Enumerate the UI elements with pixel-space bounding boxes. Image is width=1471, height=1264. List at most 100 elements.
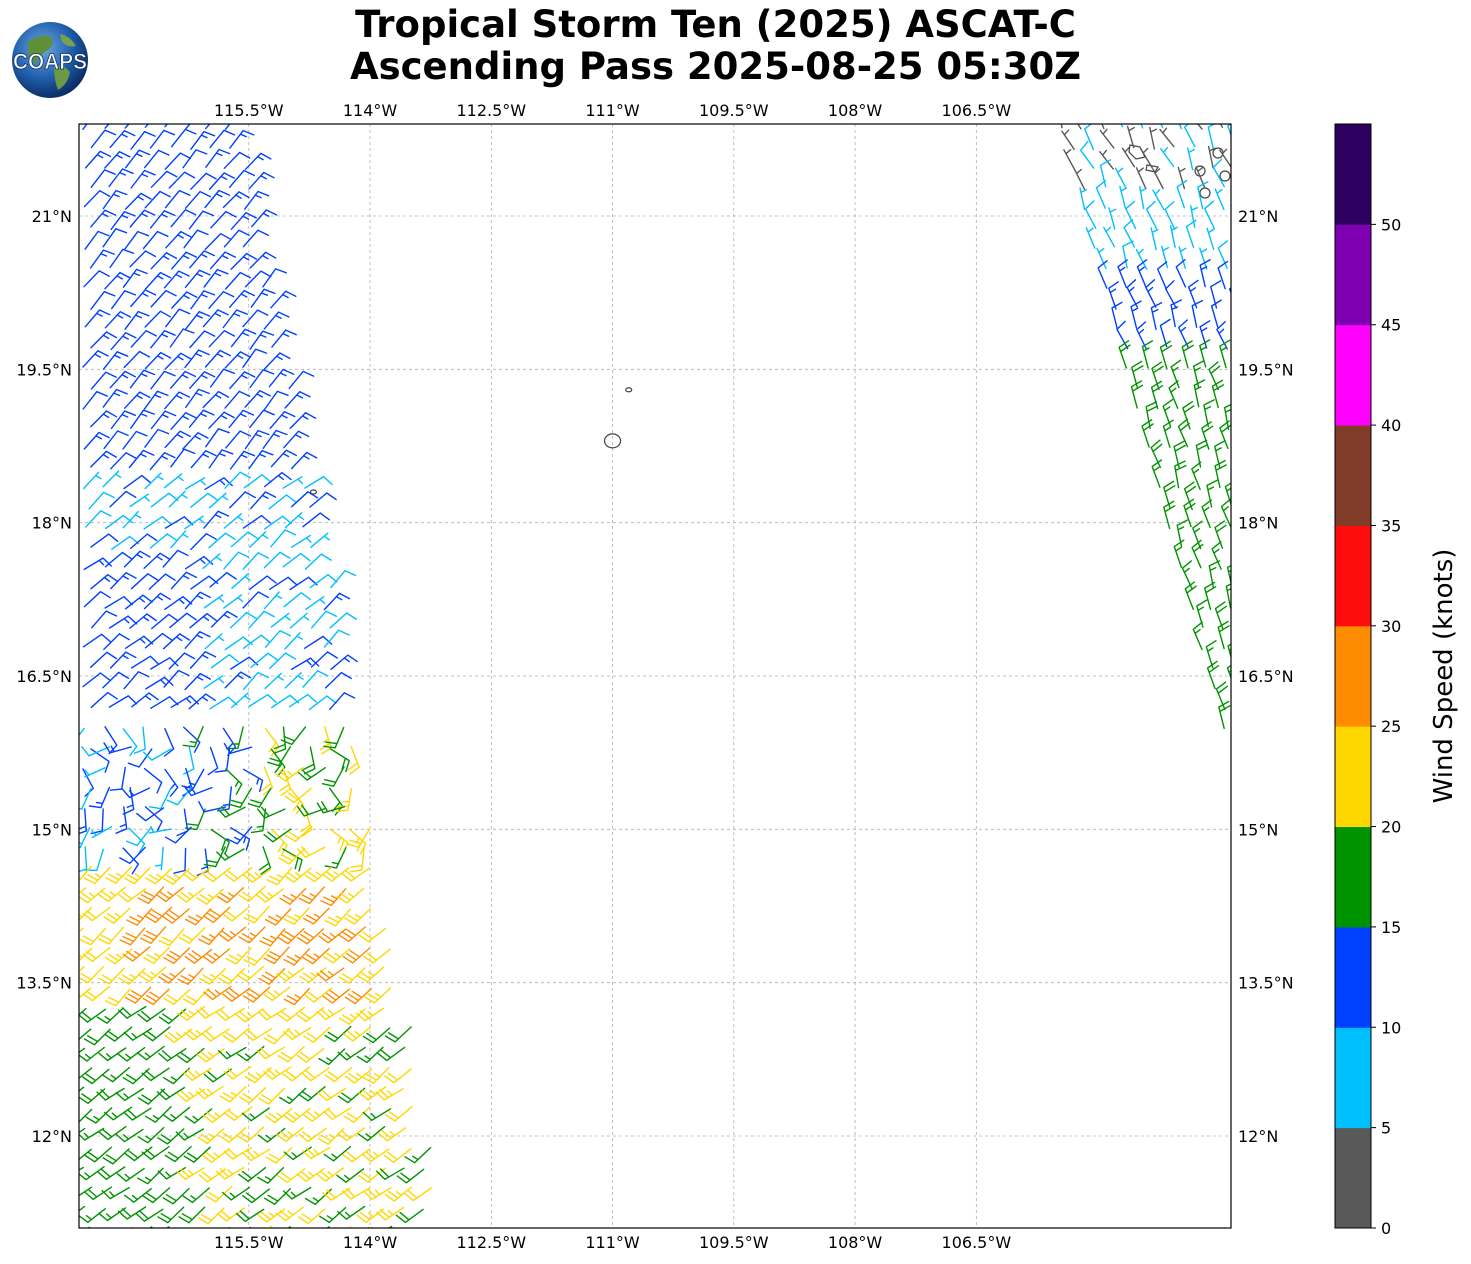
- wind-barb: [1118, 340, 1131, 369]
- wind-barb: [299, 967, 327, 984]
- lat-tick-label-left: 12°N: [32, 1127, 72, 1146]
- wind-barb: [305, 596, 326, 611]
- wind-barb: [279, 1087, 307, 1105]
- wind-barb: [170, 530, 189, 549]
- wind-barb: [1122, 240, 1134, 269]
- wind-barb: [302, 907, 330, 925]
- wind-barb: [267, 746, 291, 767]
- wind-barb: [145, 676, 174, 690]
- wind-barb: [110, 332, 137, 351]
- wind-barb: [1131, 360, 1144, 390]
- wind-barb: [116, 1167, 145, 1182]
- wind-barb: [98, 967, 126, 985]
- wind-barb: [1085, 227, 1096, 249]
- wind-barb: [178, 1206, 206, 1224]
- wind-barb: [225, 726, 244, 750]
- lon-tick-label-bottom: 114°W: [343, 1233, 398, 1252]
- wind-barb: [302, 512, 331, 528]
- wind-barb: [104, 551, 133, 568]
- wind-barb: [170, 571, 198, 590]
- wind-barb: [1141, 340, 1154, 369]
- wind-barb: [150, 370, 176, 390]
- wind-barb: [190, 130, 216, 150]
- map-title-line-1: Tropical Storm Ten (2025) ASCAT-C: [355, 3, 1076, 46]
- wind-barb: [136, 1045, 165, 1061]
- wind-barb: [278, 847, 306, 865]
- wind-barb: [236, 965, 264, 982]
- wind-barb: [224, 471, 251, 489]
- wind-barb: [104, 271, 131, 290]
- wind-barb: [1226, 564, 1231, 586]
- wind-barb: [123, 1027, 153, 1041]
- wind-barb: [270, 612, 291, 628]
- wind-barb: [282, 1107, 311, 1123]
- wind-barb: [257, 1167, 285, 1184]
- wind-barb: [1218, 700, 1231, 730]
- wind-barb: [148, 573, 176, 590]
- wind-barb: [108, 695, 138, 708]
- wind-barb: [1099, 149, 1114, 170]
- wind-barb: [155, 886, 184, 903]
- wind-barb: [1190, 205, 1198, 229]
- wind-barb: [323, 629, 350, 648]
- wind-barb: [344, 1068, 373, 1084]
- wind-barb: [83, 270, 110, 288]
- wind-barb: [204, 633, 225, 650]
- wind-barb: [229, 289, 256, 308]
- wind-barb: [284, 632, 303, 650]
- wind-barb: [137, 1088, 166, 1105]
- wind-barb: [273, 726, 287, 754]
- wind-barb: [1111, 301, 1123, 330]
- wind-barb: [318, 928, 347, 944]
- wind-barb: [257, 1127, 286, 1143]
- wind-barb: [324, 908, 351, 927]
- wind-barb: [143, 390, 169, 410]
- lat-tick-label-right: 12°N: [1238, 1127, 1278, 1146]
- wind-barb: [224, 351, 252, 369]
- wind-barb: [270, 290, 297, 309]
- wind-barb: [169, 612, 197, 629]
- wind-barb: [261, 766, 274, 796]
- wind-barb: [109, 490, 137, 508]
- wind-barb: [216, 887, 245, 904]
- wind-barb: [230, 212, 257, 230]
- wind-barb: [79, 1186, 93, 1197]
- wind-barb: [163, 1229, 189, 1244]
- wind-barb: [1101, 124, 1105, 130]
- wind-barb: [270, 529, 297, 548]
- island-outline: [625, 387, 633, 393]
- wind-barb: [157, 1128, 185, 1145]
- wind-barb: [309, 492, 337, 508]
- wind-barb: [83, 591, 111, 608]
- colorbar-tick-label: 40: [1381, 416, 1401, 435]
- wind-barb: [205, 124, 211, 130]
- wind-barb: [1181, 560, 1193, 589]
- island-outline: [1219, 170, 1231, 182]
- wind-barb: [184, 477, 206, 490]
- map-frame: [78, 123, 1232, 1229]
- wind-barb: [216, 1207, 245, 1222]
- wind-barb: [265, 1146, 293, 1164]
- wind-barb: [143, 767, 163, 794]
- wind-barb: [283, 1026, 312, 1041]
- wind-barb: [279, 888, 307, 905]
- wind-barb: [229, 371, 256, 390]
- wind-barb: [376, 1167, 405, 1180]
- wind-barb: [224, 867, 253, 882]
- wind-barb: [130, 169, 156, 189]
- colorbar-tick-label: 25: [1381, 717, 1401, 736]
- wind-barb: [282, 552, 311, 568]
- lon-tick-label-top: 108°W: [828, 101, 883, 120]
- wind-barb: [384, 1026, 412, 1043]
- wind-barb: [1201, 499, 1212, 529]
- wind-barb: [127, 748, 153, 768]
- wind-barb: [357, 1126, 386, 1142]
- wind-barb: [1199, 247, 1208, 270]
- wind-barb: [277, 1046, 305, 1063]
- wind-barb: [142, 988, 170, 1006]
- wind-barb: [181, 768, 205, 790]
- wind-barb: [280, 726, 307, 746]
- wind-barb: [140, 926, 167, 944]
- wind-barb: [129, 1227, 133, 1228]
- wind-barb: [202, 390, 230, 409]
